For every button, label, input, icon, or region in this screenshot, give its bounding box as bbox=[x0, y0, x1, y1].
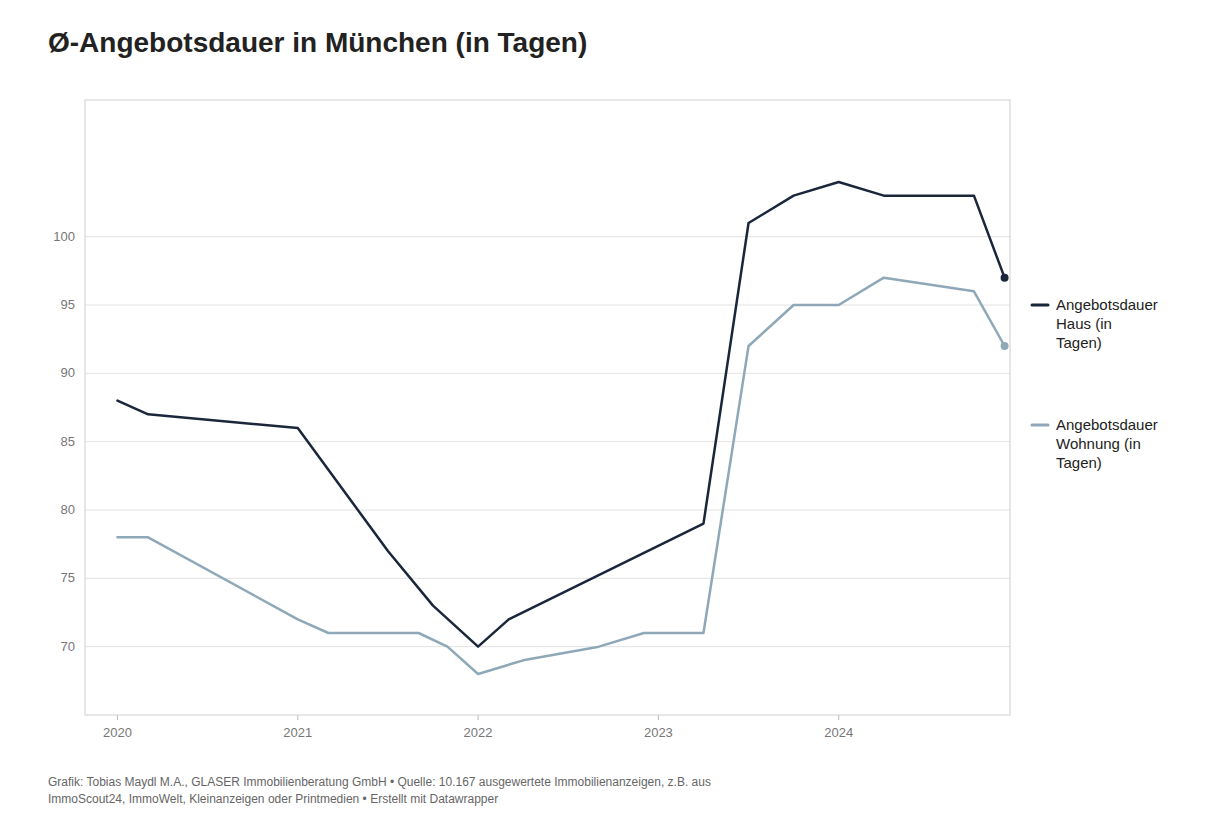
footnote: Grafik: Tobias Maydl M.A., GLASER Immobi… bbox=[48, 775, 711, 806]
x-tick bbox=[658, 715, 659, 720]
x-tick-label: 2020 bbox=[103, 725, 132, 740]
grid-line bbox=[85, 236, 1010, 237]
series-line bbox=[117, 182, 1004, 647]
end-point bbox=[1001, 274, 1009, 282]
x-tick-label: 2022 bbox=[464, 725, 493, 740]
end-point bbox=[1001, 342, 1009, 350]
x-tick bbox=[117, 715, 118, 720]
x-tick bbox=[838, 715, 839, 720]
grid-line bbox=[85, 441, 1010, 442]
x-tick-label: 2023 bbox=[644, 725, 673, 740]
y-tick-label: 90 bbox=[61, 365, 75, 380]
legend-label: AngebotsdauerHaus (inTagen) bbox=[1056, 296, 1158, 351]
y-tick-label: 70 bbox=[61, 639, 75, 654]
legend-swatch bbox=[1032, 304, 1048, 307]
y-tick-label: 85 bbox=[61, 434, 75, 449]
y-tick-label: 95 bbox=[61, 297, 75, 312]
plot-area bbox=[117, 182, 1008, 674]
title: Ø-Angebotsdauer in München (in Tagen) bbox=[48, 27, 587, 58]
y-tick-label: 75 bbox=[61, 570, 75, 585]
y-tick-label: 100 bbox=[53, 229, 75, 244]
series-line bbox=[117, 278, 1004, 674]
legend-swatch bbox=[1032, 424, 1048, 427]
legend-label: AngebotsdauerWohnung (inTagen) bbox=[1056, 416, 1158, 471]
y-tick-label: 80 bbox=[61, 502, 75, 517]
grid-line bbox=[85, 646, 1010, 647]
chart: Ø-Angebotsdauer in München (in Tagen) 70 7… bbox=[0, 0, 1220, 834]
grid-line bbox=[85, 373, 1010, 374]
grid-line bbox=[85, 305, 1010, 306]
legend: AngebotsdauerHaus (inTagen) Angebotsdauer… bbox=[1032, 296, 1158, 471]
x-tick-label: 2021 bbox=[283, 725, 312, 740]
plot-frame bbox=[85, 100, 1010, 715]
grid-line bbox=[85, 510, 1010, 511]
x-tick bbox=[297, 715, 298, 720]
x-tick bbox=[478, 715, 479, 720]
grid bbox=[85, 237, 1010, 647]
x-tick-label: 2024 bbox=[824, 725, 853, 740]
